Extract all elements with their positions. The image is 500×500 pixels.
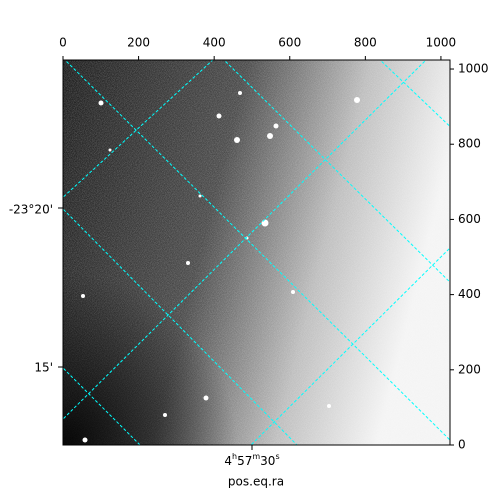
x-axis-label: pos.eq.ra: [228, 475, 284, 489]
dec-label: 15': [34, 361, 53, 375]
wcs-ticks: [58, 207, 253, 450]
y-tick-label: 200: [458, 362, 481, 376]
x-tick-label: 1000: [426, 36, 457, 50]
x-tick-label: 600: [278, 36, 301, 50]
y-tick-label: 400: [458, 287, 481, 301]
y-tick-label: 800: [458, 137, 481, 151]
stars: [81, 91, 360, 443]
x-tick-label: 400: [203, 36, 226, 50]
image: [63, 60, 450, 445]
coordinate-grid: [63, 60, 450, 445]
frame: [62, 59, 451, 446]
x-tick-label: 200: [127, 36, 150, 50]
y-tick-label: 0: [458, 438, 466, 452]
ra-label: 4h57m30s: [224, 452, 279, 468]
x-tick-label: 0: [59, 36, 67, 50]
y-tick-label: 1000: [458, 62, 489, 76]
y-tick-label: 600: [458, 212, 481, 226]
x-tick-label: 800: [354, 36, 377, 50]
dec-label: -23°20': [9, 203, 53, 217]
